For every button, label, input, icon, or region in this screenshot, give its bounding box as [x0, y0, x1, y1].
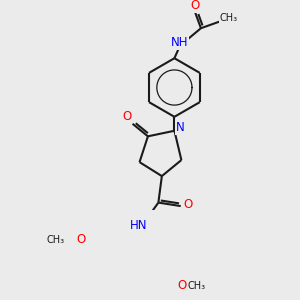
Text: O: O: [191, 0, 200, 12]
Text: HN: HN: [130, 219, 148, 232]
Text: O: O: [122, 110, 132, 123]
Text: CH₃: CH₃: [188, 280, 206, 291]
Text: O: O: [183, 198, 192, 211]
Text: N: N: [176, 122, 184, 134]
Text: NH: NH: [171, 36, 189, 50]
Text: CH₃: CH₃: [46, 235, 65, 244]
Text: O: O: [178, 279, 187, 292]
Text: O: O: [77, 233, 86, 246]
Text: CH₃: CH₃: [220, 14, 238, 23]
